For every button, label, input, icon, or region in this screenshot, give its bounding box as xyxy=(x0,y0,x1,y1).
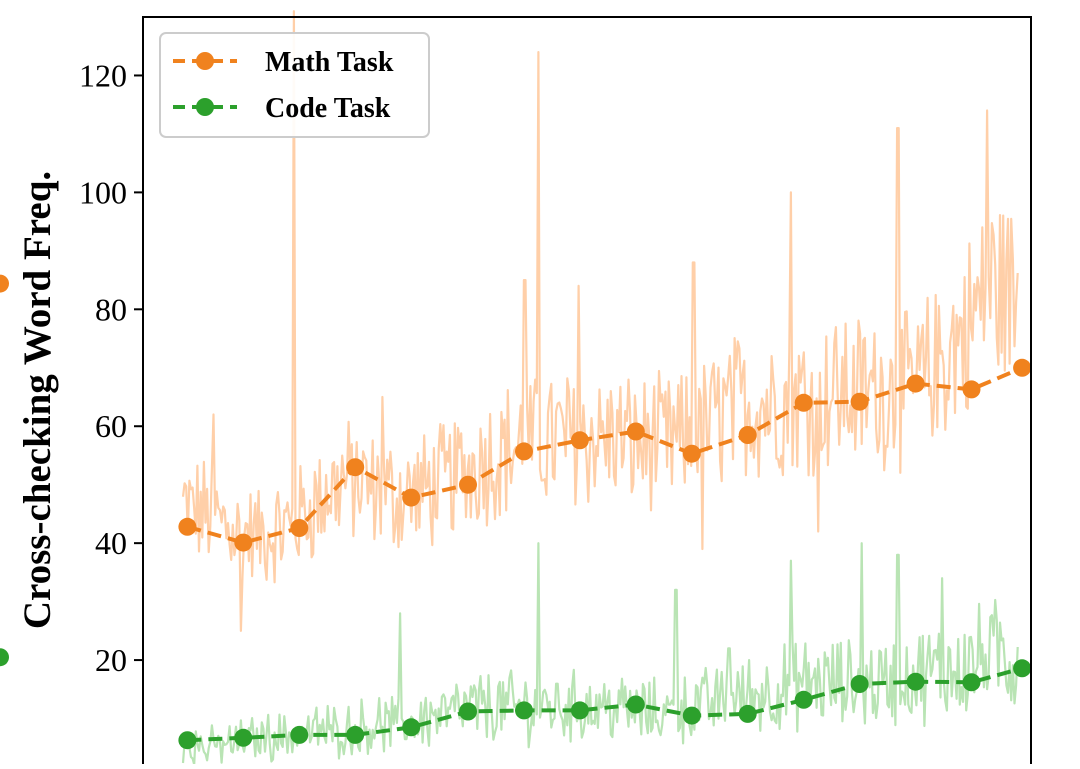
legend-code-task-marker xyxy=(196,98,214,116)
code-task-point-8 xyxy=(626,695,645,714)
code-task-point-6 xyxy=(515,701,533,720)
code-task-point-0 xyxy=(178,731,197,750)
y-axis-label: Cross-checking Word Freq. xyxy=(16,171,59,629)
y-tick-label-40: 40 xyxy=(95,525,127,561)
math-task-point-12 xyxy=(850,392,869,411)
math-task-point-2 xyxy=(290,519,309,537)
y-tick-label-100: 100 xyxy=(79,174,127,210)
math-task-point-9 xyxy=(682,444,701,463)
legend-math-task-marker xyxy=(196,52,214,70)
legend-box xyxy=(159,32,430,138)
raw-series-layer xyxy=(181,10,1019,766)
math-task-point-8 xyxy=(626,422,645,441)
code-task-point-13 xyxy=(906,672,925,691)
marker-layer xyxy=(0,274,1032,750)
code-task-point-4 xyxy=(402,718,421,737)
code-task-point-16 xyxy=(0,648,9,667)
math-task-point-14 xyxy=(962,380,981,399)
code-task-point-12 xyxy=(850,675,869,693)
y-tick-label-0: 0 xyxy=(111,759,127,764)
code-task-point-2 xyxy=(290,725,309,744)
math-task-point-11 xyxy=(794,393,813,412)
y-tick-label-20: 20 xyxy=(95,642,127,678)
code-task-point-15 xyxy=(1013,659,1032,678)
code-task-point-10 xyxy=(738,704,757,723)
math-task-point-4 xyxy=(402,488,421,507)
math-task-point-16 xyxy=(0,274,9,293)
math-task-point-15 xyxy=(1013,358,1032,377)
math-task-point-6 xyxy=(515,442,533,461)
code-task-raw-line xyxy=(181,542,1019,766)
legend-code-task-label: Code Task xyxy=(265,93,391,124)
math-task-raw-line xyxy=(181,10,1019,632)
code-task-point-3 xyxy=(346,725,365,744)
math-task-point-5 xyxy=(459,475,477,494)
y-tick-label-80: 80 xyxy=(95,291,127,327)
legend: Math Task Code Task xyxy=(159,32,430,138)
smoothed-series-layer xyxy=(186,365,1023,743)
legend-math-task-label: Math Task xyxy=(265,47,394,78)
y-tick-label-120: 120 xyxy=(79,57,127,93)
plot-frame xyxy=(142,16,1032,769)
code-task-point-9 xyxy=(682,706,701,725)
code-task-smoothed-line xyxy=(187,666,1023,743)
code-task-point-11 xyxy=(794,690,813,709)
math-task-smoothed-line xyxy=(186,365,1023,545)
code-task-point-1 xyxy=(234,728,253,747)
math-task-point-10 xyxy=(738,426,757,444)
math-task-point-0 xyxy=(178,517,197,536)
y-axis: 0 20 40 60 80 100 120 xyxy=(79,57,143,769)
math-task-point-1 xyxy=(234,533,253,552)
code-task-point-7 xyxy=(570,701,589,720)
y-tick-label-60: 60 xyxy=(95,408,127,444)
code-task-point-14 xyxy=(962,673,981,692)
math-task-point-13 xyxy=(906,374,925,393)
math-task-point-3 xyxy=(346,458,365,477)
math-task-point-7 xyxy=(570,431,589,450)
code-task-point-5 xyxy=(459,702,477,721)
